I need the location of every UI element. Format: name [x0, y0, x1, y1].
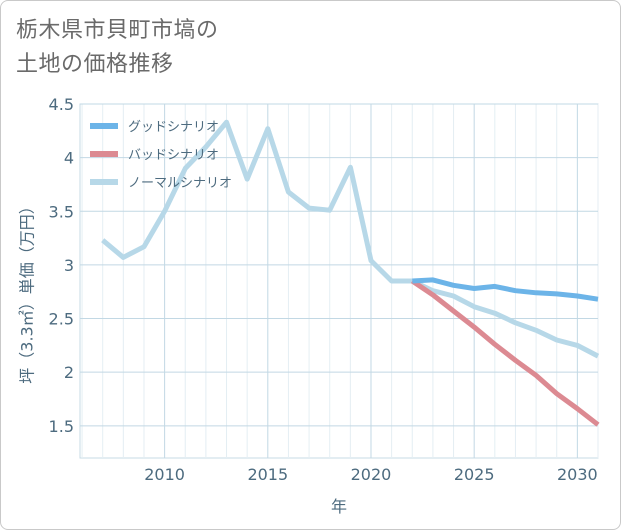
x-axis-label: 年: [331, 497, 347, 516]
plot-area: [80, 104, 598, 458]
series-layer: [101, 119, 600, 427]
y-tick-label: 4.5: [49, 95, 74, 114]
y-tick-label: 1.5: [49, 417, 74, 436]
y-axis-ticks: 1.5 2 2.5 3 3.5 4 4.5: [49, 95, 74, 436]
x-tick-label: 2015: [247, 465, 288, 484]
series-line-0: [412, 277, 599, 302]
x-tick-label: 2010: [144, 465, 185, 484]
x-tick-label: 2025: [454, 465, 495, 484]
chart-title-line-1: 栃木県市貝町市塙の: [16, 18, 219, 43]
y-tick-label: 4: [64, 149, 74, 168]
y-tick-label: 2.5: [49, 310, 74, 329]
series-line-2: [101, 119, 600, 359]
series-line-1: [410, 278, 600, 427]
legend-label: グッドシナリオ: [128, 120, 219, 135]
y-axis-label: 坪（3.3㎡）単価（万円）: [18, 198, 37, 383]
x-tick-label: 2030: [557, 465, 598, 484]
y-tick-label: 2: [64, 363, 74, 382]
legend-label: ノーマルシナリオ: [128, 176, 232, 191]
y-tick-label: 3: [64, 256, 74, 275]
y-tick-label: 3.5: [49, 202, 74, 221]
x-tick-label: 2020: [351, 465, 392, 484]
x-axis-ticks: 2010 2015 2020 2025 2030: [144, 465, 597, 484]
chart-title: 栃木県市貝町市塙の 土地の価格推移: [16, 14, 219, 82]
legend-label: バッドシナリオ: [128, 148, 219, 163]
chart-title-line-2: 土地の価格推移: [16, 52, 174, 77]
